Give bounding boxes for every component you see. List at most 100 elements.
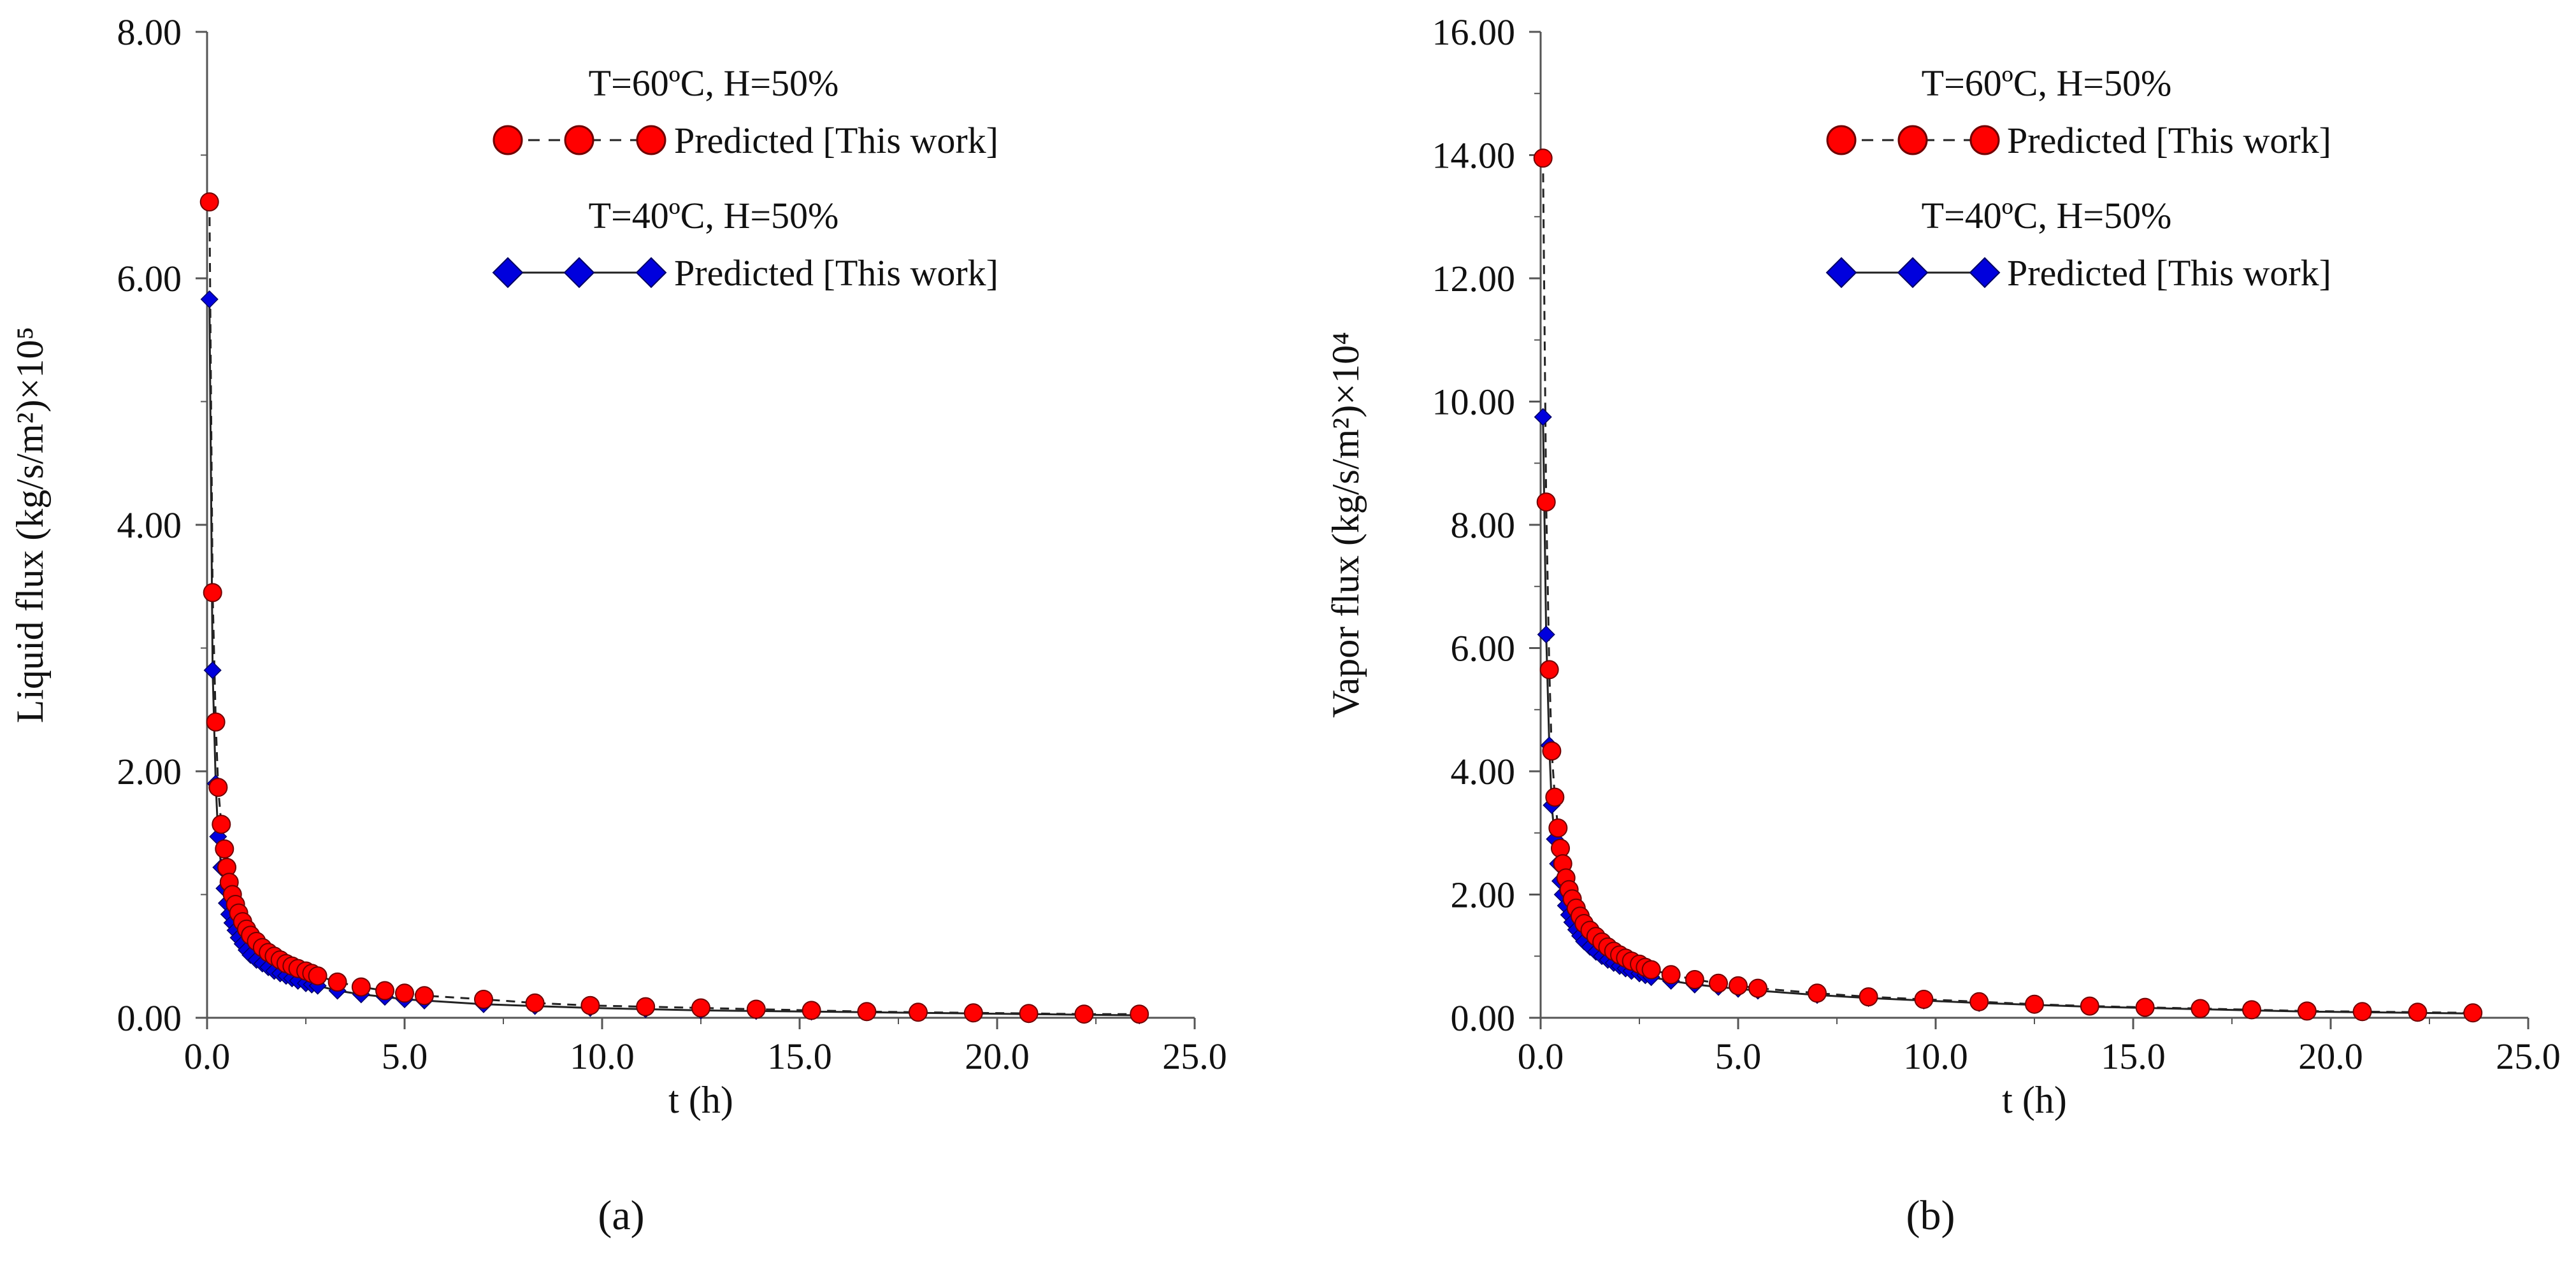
panel-b-x-tick-label: 25.0 [2496, 1036, 2561, 1077]
panel-a-series-line-40c [208, 299, 1140, 1017]
panel-b-point-60c [2297, 1001, 2317, 1021]
panel-a-point-60c [525, 993, 545, 1013]
panel-b-y-tick-label: 10.00 [1432, 382, 1516, 423]
panel-a-ticks: 0.0 5.0 10.0 15.0 20.0 25.0 0.00 2.00 4.00 6.00 8.… [117, 11, 1227, 1077]
panel-a-y-tick-label: 6.00 [117, 258, 182, 299]
panel-a-x-tick-label: 0.0 [184, 1036, 231, 1077]
panel-b-y-tick-label: 4.00 [1451, 751, 1516, 792]
panel-b-point-60c [2191, 999, 2210, 1018]
panel-a-series-lines [208, 201, 1140, 1017]
panel-b-point-60c [1533, 148, 1553, 168]
panel-b-point-60c [1545, 787, 1565, 807]
panel-b-legend-title-60: T=60ºC, H=50% [1922, 62, 2172, 104]
panel-a-point-60c [208, 778, 228, 797]
panel-b-point-60c [1685, 970, 1704, 989]
panel-b-ticks: 0.0 5.0 10.0 15.0 20.0 25.0 0.00 2.00 4.00 6.00 8.… [1432, 11, 2561, 1077]
panel-b-x-axis-title: t (h) [2002, 1079, 2067, 1121]
panel-b-point-60c [1859, 987, 1878, 1007]
panel-b-legend-marker-60-left [1826, 125, 1857, 155]
panel-a-point-60c [691, 998, 710, 1018]
panel-b-legend: T=60ºC, H=50% Predicted [This work] T=40… [1825, 62, 2331, 294]
panel-b-legend-marker-60-mid [1897, 125, 1928, 155]
panel-a-point-60c [308, 966, 327, 986]
panel-a-legend-label-40: Predicted [This work] [674, 252, 998, 294]
panel-b-x-tick-label: 10.0 [1903, 1036, 1968, 1077]
panel-a-legend-title-60: T=60ºC, H=50% [589, 62, 839, 104]
panel-b-series-points [1533, 148, 2483, 1023]
panel-a-point-60c [203, 583, 222, 603]
panel-b-series-line-40c [1542, 417, 2473, 1015]
panel-a-label: (a) [598, 1192, 644, 1239]
panel-b-y-tick-label: 8.00 [1451, 504, 1516, 546]
panel-b-point-60c [2463, 1003, 2483, 1023]
panel-a-point-60c [327, 972, 347, 992]
panel-b-legend-label-60: Predicted [This work] [2007, 120, 2331, 161]
panel-a-point-60c [351, 977, 371, 997]
panel-b-legend-marker-40-left [1825, 257, 1857, 289]
panel-b-point-60c [1914, 990, 1934, 1009]
panel-a-legend-marker-40-right [635, 257, 667, 289]
panel-a-point-60c [802, 1001, 821, 1020]
panel-a-x-tick-label: 15.0 [767, 1036, 832, 1077]
panel-a-point-60c [1074, 1004, 1094, 1024]
panel-a-legend-label-60: Predicted [This work] [674, 120, 998, 161]
panel-b-point-60c [1641, 960, 1661, 980]
panel-b-legend-marker-40-mid [1897, 257, 1929, 289]
panel-b-point-60c [1661, 965, 1681, 985]
panel-a-point-60c [746, 999, 766, 1019]
panel-a-x-tick-label: 20.0 [965, 1036, 1030, 1077]
panel-b-point-60c [2242, 1000, 2261, 1020]
panel-a-legend: T=60ºC, H=50% Predicted [This work] T=40… [492, 62, 998, 294]
panel-a-point-60c [415, 986, 434, 1006]
panel-b-y-axis-title: Vapor flux (kg/s/m²)×10⁴ [1325, 332, 1367, 718]
panel-a-point-60c [375, 981, 394, 1001]
panel-b-point-60c [1539, 660, 1559, 680]
panel-b-x-tick-label: 0.0 [1518, 1036, 1564, 1077]
panel-a-series-line-60c [208, 201, 1140, 1015]
panel-a-x-axis-title: t (h) [668, 1079, 733, 1121]
panel-a-legend-marker-60-left [493, 125, 523, 155]
panel-a-point-60c [206, 712, 226, 732]
panel-b-point-60c [1542, 741, 1562, 761]
panel-b-y-tick-label: 0.00 [1451, 997, 1516, 1039]
panel-b-x-tick-label: 5.0 [1715, 1036, 1762, 1077]
panel-a-point-60c [395, 983, 414, 1003]
panel-b-point-60c [2408, 1003, 2428, 1022]
panel-b-point-60c [2352, 1002, 2372, 1022]
panel-b-legend-marker-40-right [1969, 257, 2001, 289]
panel-b-point-40c [1537, 625, 1555, 644]
panel-a-legend-marker-40-left [492, 257, 524, 289]
panel-a-y-axis-title: Liquid flux (kg/s/m²)×10⁵ [9, 327, 51, 724]
panel-a-point-60c [857, 1002, 877, 1022]
panel-a-legend-marker-40-mid [563, 257, 595, 289]
panel-a-x-tick-label: 25.0 [1162, 1036, 1227, 1077]
panel-b-point-60c [1748, 978, 1767, 998]
panel-b-point-60c [1709, 973, 1728, 993]
panel-b-y-tick-label: 6.00 [1451, 628, 1516, 669]
panel-a-point-60c [963, 1003, 983, 1023]
panel-b-y-tick-label: 12.00 [1432, 258, 1516, 299]
panel-b-point-60c [1536, 492, 1556, 512]
panel-a-point-60c [1019, 1004, 1039, 1024]
panel-a-legend-title-40: T=40ºC, H=50% [589, 195, 839, 236]
panel-b-point-40c [1534, 408, 1552, 426]
panel-a-point-60c [580, 995, 600, 1015]
panel-b-label: (b) [1906, 1192, 1955, 1239]
panel-b-x-tick-label: 15.0 [2101, 1036, 2166, 1077]
panel-b-y-tick-label: 14.00 [1432, 135, 1516, 176]
panel-b-legend-label-40: Predicted [This work] [2007, 252, 2331, 294]
panel-a-point-60c [636, 997, 656, 1017]
panel-b-point-60c [1548, 818, 1568, 838]
panel-b-y-tick-label: 16.00 [1432, 11, 1516, 53]
panel-b-legend-marker-60-right [1969, 125, 2000, 155]
panel-b: 0.0 5.0 10.0 15.0 20.0 25.0 0.00 2.00 4.00 6.00 8.… [1325, 11, 2561, 1239]
panel-b-point-60c [1808, 983, 1827, 1003]
panel-a-y-tick-label: 2.00 [117, 751, 182, 792]
panel-a-y-tick-label: 4.00 [117, 504, 182, 546]
panel-a-x-tick-label: 10.0 [570, 1036, 635, 1077]
panel-b-legend-title-40: T=40ºC, H=50% [1922, 195, 2172, 236]
panel-a-x-tick-label: 5.0 [382, 1036, 428, 1077]
panel-b-point-60c [1969, 992, 1989, 1011]
panel-a-legend-marker-60-right [636, 125, 666, 155]
